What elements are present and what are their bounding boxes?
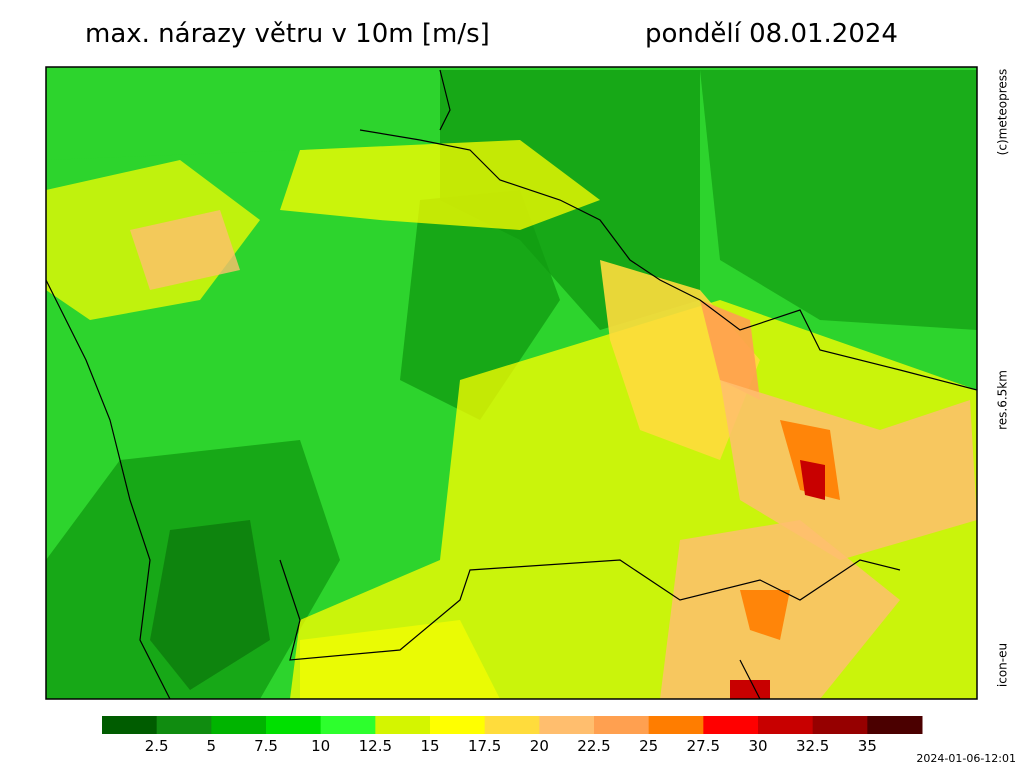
map-field xyxy=(45,66,978,700)
colorbar-swatch xyxy=(266,716,322,734)
colorbar-label: 10 xyxy=(311,737,330,755)
colorbar-swatch xyxy=(758,716,814,734)
colorbar-swatch xyxy=(375,716,431,734)
colorbar-label: 35 xyxy=(858,737,877,755)
colorbar-swatch xyxy=(594,716,650,734)
colorbar-label: 32.5 xyxy=(796,737,829,755)
colorbar-label: 7.5 xyxy=(254,737,278,755)
colorbar: 2.5 5 7.5 10 12.5 15 17.5 20 22.5 25 27.5 30 32.5 35 xyxy=(102,716,923,755)
map-title: max. nárazy větru v 10m [m/s] xyxy=(85,19,490,49)
colorbar-label: 2.5 xyxy=(145,737,169,755)
colorbar-label: 20 xyxy=(530,737,549,755)
colorbar-label: 25 xyxy=(639,737,658,755)
colorbar-swatch xyxy=(703,716,759,734)
side-labels: (c)meteopress res.6.5km icon-eu xyxy=(996,69,1010,687)
side-label: icon-eu xyxy=(996,643,1010,687)
side-label: (c)meteopress xyxy=(996,69,1010,156)
colorbar-label: 22.5 xyxy=(577,737,610,755)
colorbar-swatch xyxy=(648,716,704,734)
colorbar-label: 30 xyxy=(748,737,767,755)
colorbar-swatch xyxy=(102,716,158,734)
colorbar-swatch xyxy=(539,716,595,734)
timestamp: 2024-01-06-12:01 xyxy=(916,752,1016,765)
colorbar-swatch xyxy=(211,716,267,734)
colorbar-swatch xyxy=(484,716,540,734)
colorbar-label: 17.5 xyxy=(468,737,501,755)
colorbar-swatch xyxy=(156,716,212,734)
colorbar-label: 27.5 xyxy=(687,737,720,755)
colorbar-label: 5 xyxy=(207,737,217,755)
colorbar-swatch xyxy=(867,716,923,734)
colorbar-swatch xyxy=(430,716,486,734)
side-label: res.6.5km xyxy=(996,370,1010,430)
colorbar-swatch xyxy=(320,716,376,734)
map-date: pondělí 08.01.2024 xyxy=(645,19,898,49)
colorbar-label: 12.5 xyxy=(359,737,392,755)
colorbar-label: 15 xyxy=(420,737,439,755)
colorbar-swatch xyxy=(812,716,868,734)
